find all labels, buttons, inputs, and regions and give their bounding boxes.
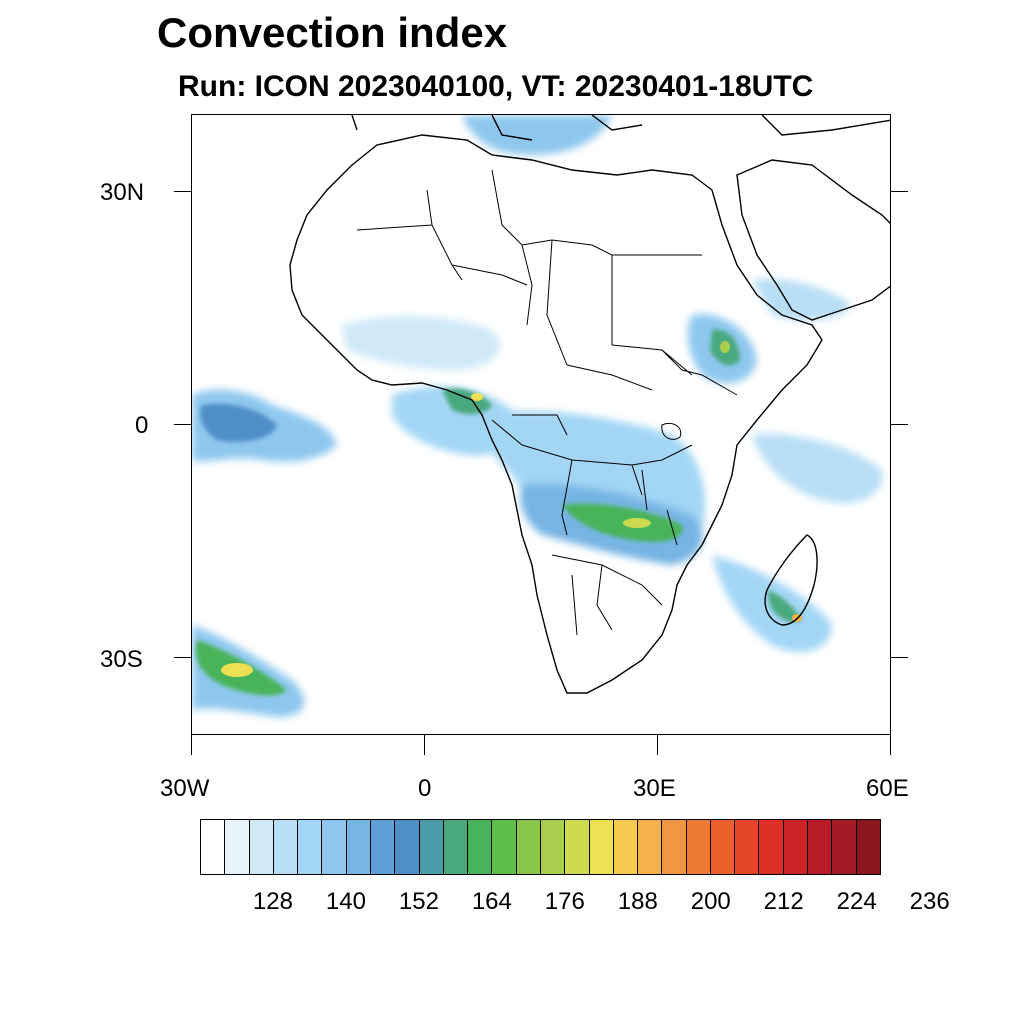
colorbar-swatch bbox=[298, 820, 323, 874]
colorbar-swatch bbox=[832, 820, 857, 874]
colorbar-swatch bbox=[201, 820, 226, 874]
colorbar-tick-label: 140 bbox=[325, 888, 366, 915]
colorbar-swatch bbox=[613, 820, 639, 874]
convection-north-mediterranean bbox=[462, 115, 612, 155]
colorbar-tick-label: 188 bbox=[617, 888, 658, 915]
convection-arabian bbox=[752, 279, 852, 321]
colorbar-swatch bbox=[492, 820, 517, 874]
colorbar-swatch bbox=[808, 820, 833, 874]
convection-medium-cameroon bbox=[442, 388, 492, 415]
madagascar-coastline bbox=[764, 534, 818, 626]
lat-tick-30s-right bbox=[891, 657, 908, 658]
colorbar-swatch bbox=[395, 820, 420, 874]
colorbar-swatch bbox=[589, 820, 614, 874]
chart-subtitle: Run: ICON 2023040100, VT: 20230401-18UTC bbox=[178, 70, 814, 103]
convection-core-southatl bbox=[221, 663, 253, 677]
colorbar-tick-label: 176 bbox=[544, 888, 585, 915]
colorbar-tick-label: 200 bbox=[690, 888, 731, 915]
colorbar-tick-label: 128 bbox=[252, 888, 293, 915]
convection-medium bbox=[195, 329, 802, 696]
lon-label-30e: 30E bbox=[633, 775, 676, 802]
lat-tick-eq-right bbox=[891, 424, 908, 425]
convection-west-africa bbox=[342, 315, 500, 370]
colorbar-swatch bbox=[686, 820, 711, 874]
colorbar-swatch bbox=[759, 820, 784, 874]
convection-strong bbox=[221, 341, 802, 677]
colorbar-swatch bbox=[638, 820, 663, 874]
convection-medium-zambia bbox=[562, 503, 683, 542]
colorbar-swatch bbox=[273, 820, 299, 874]
colorbar-swatch bbox=[468, 820, 493, 874]
convection-core-zambia bbox=[623, 518, 651, 528]
lat-label-30n: 30N bbox=[100, 179, 145, 206]
lon-tick-0 bbox=[424, 735, 425, 755]
colorbar-tick-label: 224 bbox=[836, 888, 877, 915]
lat-tick-30n-left bbox=[174, 191, 191, 192]
arabia-coastline bbox=[736, 159, 890, 321]
lat-tick-eq-left bbox=[174, 424, 191, 425]
colorbar-swatch bbox=[565, 820, 590, 874]
coastlines bbox=[289, 115, 890, 694]
lon-tick-60e bbox=[890, 735, 891, 755]
colorbar-swatch bbox=[346, 820, 371, 874]
lat-tick-30s-left bbox=[174, 657, 191, 658]
lon-label-30w: 30W bbox=[160, 775, 210, 802]
colorbar-swatch bbox=[370, 820, 396, 874]
lat-tick-30n-right bbox=[891, 191, 908, 192]
map-canvas bbox=[192, 115, 890, 717]
colorbar-swatch bbox=[783, 820, 809, 874]
lat-label-30s: 30S bbox=[100, 646, 143, 673]
africa-coastline bbox=[289, 134, 823, 694]
convection-shading bbox=[192, 115, 883, 717]
convection-indian-ocean bbox=[752, 434, 883, 504]
lakes bbox=[641, 422, 682, 546]
lat-label-eq: 0 bbox=[135, 412, 149, 439]
lon-label-60e: 60E bbox=[866, 775, 909, 802]
lon-tick-30w bbox=[191, 735, 192, 755]
convection-medium-atlantic bbox=[200, 403, 277, 442]
colorbar-swatch bbox=[710, 820, 736, 874]
colorbar-swatch bbox=[249, 820, 274, 874]
colorbar-swatch bbox=[735, 820, 760, 874]
europe-coastline bbox=[351, 115, 890, 141]
map-panel bbox=[191, 114, 891, 735]
colorbar-swatch bbox=[540, 820, 566, 874]
colorbar-swatch bbox=[322, 820, 347, 874]
convection-core-cameroon bbox=[471, 393, 483, 401]
colorbar-swatch bbox=[516, 820, 541, 874]
lon-tick-30e bbox=[657, 735, 658, 755]
colorbar-tick-label: 164 bbox=[471, 888, 512, 915]
colorbar-swatch bbox=[856, 820, 880, 874]
colorbar-tick-label: 152 bbox=[398, 888, 439, 915]
chart-title: Convection index bbox=[157, 9, 508, 56]
colorbar-swatch bbox=[419, 820, 444, 874]
convection-medium-madagascar bbox=[767, 590, 802, 622]
convection-core-ethiopia bbox=[720, 341, 730, 353]
colorbar-swatch bbox=[443, 820, 469, 874]
lon-label-0: 0 bbox=[418, 775, 432, 802]
colorbar-tick-label: 212 bbox=[763, 888, 804, 915]
country-borders bbox=[356, 169, 738, 636]
colorbar-tick-label: 236 bbox=[909, 888, 950, 915]
colorbar-swatch bbox=[662, 820, 687, 874]
colorbar bbox=[200, 819, 881, 875]
colorbar-swatch bbox=[225, 820, 250, 874]
